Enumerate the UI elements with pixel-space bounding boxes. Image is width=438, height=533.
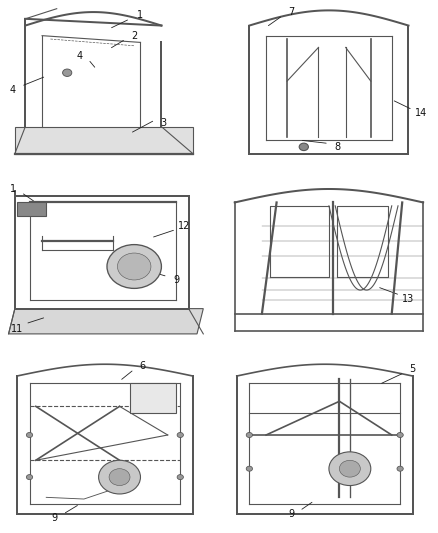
Circle shape xyxy=(299,143,308,151)
Bar xyxy=(130,383,176,413)
Text: 9: 9 xyxy=(173,275,179,285)
Text: 4: 4 xyxy=(77,51,83,61)
Polygon shape xyxy=(9,309,203,334)
Polygon shape xyxy=(15,127,193,154)
Text: 12: 12 xyxy=(178,221,191,231)
Text: 3: 3 xyxy=(160,118,166,128)
Text: 1: 1 xyxy=(138,11,144,20)
Circle shape xyxy=(397,432,403,438)
Text: 13: 13 xyxy=(403,294,415,303)
Bar xyxy=(17,203,46,216)
Circle shape xyxy=(26,432,33,438)
Circle shape xyxy=(329,452,371,486)
Text: 11: 11 xyxy=(11,324,23,334)
Text: 7: 7 xyxy=(288,7,294,17)
Circle shape xyxy=(177,474,184,480)
Text: 2: 2 xyxy=(131,31,138,41)
Circle shape xyxy=(107,245,162,288)
Circle shape xyxy=(246,432,252,438)
Text: 9: 9 xyxy=(288,509,294,519)
Circle shape xyxy=(177,432,184,438)
Text: 9: 9 xyxy=(52,513,58,522)
Circle shape xyxy=(99,461,141,494)
Circle shape xyxy=(117,253,151,280)
Circle shape xyxy=(63,69,72,76)
Text: 8: 8 xyxy=(334,142,340,152)
Circle shape xyxy=(397,466,403,471)
Text: 6: 6 xyxy=(140,361,146,371)
Circle shape xyxy=(26,474,33,480)
Circle shape xyxy=(109,469,130,486)
Circle shape xyxy=(339,461,360,477)
Text: 1: 1 xyxy=(10,184,16,194)
Text: 5: 5 xyxy=(410,364,416,374)
Circle shape xyxy=(246,466,252,471)
Text: 14: 14 xyxy=(415,108,427,118)
Text: 4: 4 xyxy=(10,85,16,94)
